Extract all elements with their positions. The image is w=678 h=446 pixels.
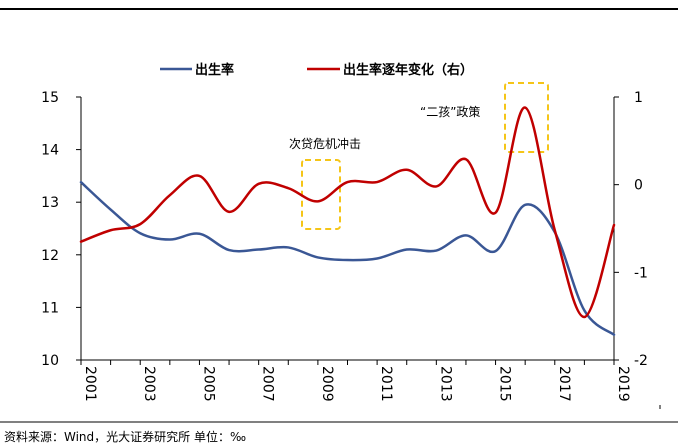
source-note: 资料来源：Wind，光大证券研究所 单位：‰	[4, 430, 247, 444]
left-tick-label: 10	[41, 353, 59, 369]
left-axis-ticks: 10 11 12 13 14 15	[41, 90, 81, 369]
right-axis-ticks: -2 -1 0 1	[614, 90, 648, 369]
series-layer	[79, 106, 616, 336]
right-tick-label: 0	[634, 178, 643, 194]
x-tick-label: 2017	[556, 366, 572, 402]
legend-label-birth-rate: 出生率	[195, 62, 234, 78]
annotation-box-two-child	[504, 82, 549, 153]
left-tick-label: 13	[41, 195, 59, 211]
x-tick-label: 2001	[82, 366, 98, 402]
right-tick-label: -2	[634, 353, 648, 369]
x-tick-label: 2019	[615, 366, 631, 402]
x-tick-label: 2005	[200, 366, 216, 402]
left-tick-label: 14	[41, 143, 59, 159]
left-tick-label: 11	[41, 300, 59, 316]
legend: 出生率 出生率逐年变化（右）	[160, 62, 473, 78]
x-tick-label: 2013	[437, 366, 453, 402]
annotation-box-subprime	[301, 159, 341, 230]
right-tick-label: 1	[634, 90, 643, 106]
x-tick-label: 2003	[141, 366, 157, 402]
x-axis-ticks: 2001 2003 2005 2007 2009 2011 2013 2015 2017 2019	[80, 360, 631, 402]
x-tick-label: 2009	[319, 366, 335, 402]
series-line-yoy-change	[79, 106, 616, 319]
legend-label-yoy-change: 出生率逐年变化（右）	[343, 62, 473, 78]
x-tick-label: 2007	[260, 366, 276, 402]
x-tick-label: 2011	[378, 366, 394, 402]
annotation-subprime-label: 次贷危机冲击	[289, 136, 361, 151]
left-tick-label: 12	[41, 248, 59, 264]
annotation-two-child-label: “二孩”政策	[420, 105, 480, 119]
x-tick-label: 2015	[497, 366, 513, 402]
series-line-birth-rate	[79, 180, 616, 336]
left-tick-label: 15	[41, 90, 59, 106]
right-tick-label: -1	[634, 265, 648, 281]
